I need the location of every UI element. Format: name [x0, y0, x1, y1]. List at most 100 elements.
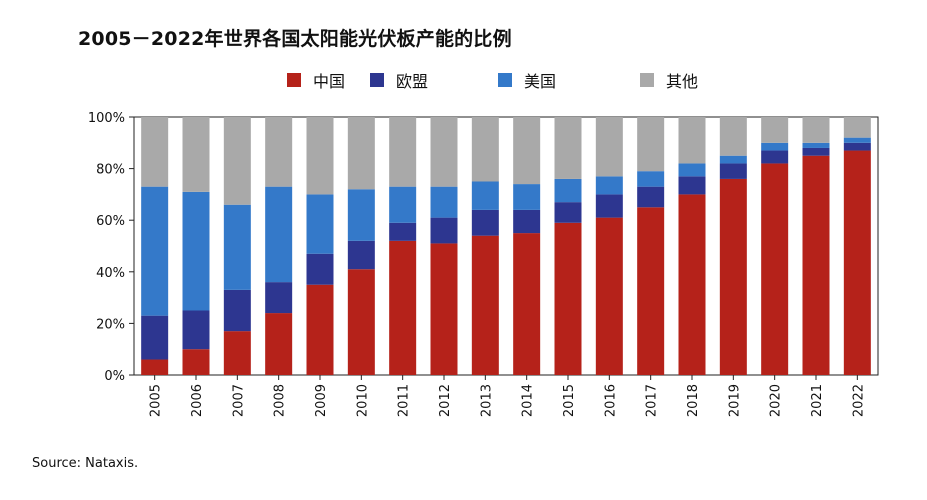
bar-segment-2014-2 [513, 184, 541, 210]
bar-segment-2022-3 [843, 117, 871, 138]
bar-segment-2021-3 [802, 117, 830, 143]
y-tick-label: 0% [104, 369, 125, 384]
bar-segment-2013-0 [471, 235, 499, 375]
y-tick-label: 20% [96, 317, 125, 332]
bar-segment-2009-2 [306, 194, 334, 254]
bar-segment-2012-0 [430, 243, 458, 375]
bar-segment-2015-1 [554, 202, 582, 223]
bar-segment-2009-1 [306, 253, 334, 285]
x-tick-label: 2007 [231, 384, 246, 417]
source-note: Source: Nataxis. [32, 456, 139, 471]
legend-label: 美国 [524, 72, 557, 91]
legend-swatch [640, 73, 654, 87]
bar-segment-2006-2 [182, 191, 210, 311]
bar-segment-2019-1 [719, 163, 747, 179]
bar-segment-2010-0 [347, 269, 375, 375]
x-tick-label: 2021 [810, 384, 825, 417]
bar-segment-2021-0 [802, 155, 830, 375]
legend-label: 中国 [313, 72, 346, 91]
bar-segment-2013-1 [471, 209, 499, 236]
bar-segment-2011-2 [389, 186, 417, 223]
legend: 中国 欧盟 美国 其他 [0, 68, 927, 94]
legend-item-2: 美国 [498, 68, 556, 92]
bar-segment-2021-1 [802, 147, 830, 156]
legend-swatch [370, 73, 384, 87]
bar-segment-2012-3 [430, 117, 458, 187]
bar-segment-2007-2 [223, 204, 251, 290]
bar-segment-2014-3 [513, 117, 541, 185]
x-tick-label: 2017 [645, 384, 660, 417]
bar-segment-2012-2 [430, 186, 458, 218]
bar-segment-2005-2 [141, 186, 169, 316]
bar-segment-2011-1 [389, 222, 417, 241]
bar-segment-2005-0 [141, 359, 169, 375]
x-tick-label: 2015 [562, 384, 577, 417]
x-tick-label: 2006 [190, 384, 205, 417]
bar-segment-2022-0 [843, 150, 871, 375]
bar-segment-2011-3 [389, 117, 417, 187]
bar-segment-2017-0 [637, 207, 665, 375]
bar-segment-2019-0 [719, 178, 747, 375]
bar-segment-2014-0 [513, 233, 541, 375]
bar-segment-2007-1 [223, 289, 251, 332]
legend-item-1: 欧盟 [370, 68, 428, 92]
bar-segment-2007-3 [223, 117, 251, 205]
bar-segment-2010-1 [347, 240, 375, 270]
bar-segment-2020-2 [761, 142, 789, 151]
bar-segment-2005-3 [141, 117, 169, 187]
bar-segment-2008-2 [265, 186, 293, 283]
bar-segment-2013-2 [471, 181, 499, 210]
bar-segment-2010-3 [347, 117, 375, 190]
legend-item-3: 其他 [640, 68, 698, 92]
bar-segment-2006-0 [182, 349, 210, 375]
bar-segment-2006-3 [182, 117, 210, 192]
bar-segment-2007-0 [223, 331, 251, 375]
bar-segment-2020-0 [761, 163, 789, 375]
bar-segment-2015-0 [554, 222, 582, 375]
y-tick-label: 40% [96, 266, 125, 281]
y-tick-label: 100% [88, 111, 125, 126]
bar-segment-2021-2 [802, 142, 830, 148]
bar-segment-2016-2 [595, 176, 623, 195]
bar-segment-2008-1 [265, 282, 293, 314]
x-tick-label: 2018 [686, 384, 701, 417]
bar-segment-2019-2 [719, 155, 747, 164]
bar-segment-2008-3 [265, 117, 293, 187]
bar-segment-2015-3 [554, 117, 582, 179]
x-tick-label: 2005 [149, 384, 164, 417]
x-tick-label: 2022 [851, 384, 866, 417]
bar-segment-2016-0 [595, 217, 623, 375]
x-tick-label: 2012 [438, 384, 453, 417]
bar-segment-2012-1 [430, 217, 458, 244]
legend-label: 其他 [666, 72, 699, 91]
bar-segment-2022-1 [843, 142, 871, 151]
plot-frame [133, 116, 879, 376]
x-tick-label: 2019 [727, 384, 742, 417]
bar-segment-2013-3 [471, 117, 499, 182]
bar-segment-2017-2 [637, 171, 665, 187]
chart-title: 2005－2022年世界各国太阳能光伏板产能的比例 [78, 28, 512, 50]
x-tick-label: 2020 [769, 384, 784, 417]
bar-segment-2005-1 [141, 315, 169, 360]
bar-segment-2018-0 [678, 194, 706, 375]
bar-segment-2017-3 [637, 117, 665, 172]
bar-segment-2014-1 [513, 209, 541, 234]
x-tick-label: 2016 [603, 384, 618, 417]
bar-segment-2010-2 [347, 189, 375, 241]
bar-segment-2006-1 [182, 310, 210, 350]
bar-segment-2015-2 [554, 178, 582, 203]
x-tick-label: 2011 [397, 384, 412, 417]
y-tick-label: 80% [96, 163, 125, 178]
bar-segment-2009-0 [306, 284, 334, 375]
bar-segment-2019-3 [719, 117, 747, 156]
bar-segment-2017-1 [637, 186, 665, 208]
bar-segment-2016-3 [595, 117, 623, 177]
y-tick-label: 60% [96, 214, 125, 229]
bar-segment-2011-0 [389, 240, 417, 375]
legend-item-0: 中国 [287, 68, 345, 92]
x-tick-label: 2013 [479, 384, 494, 417]
bar-segment-2020-3 [761, 117, 789, 143]
x-tick-label: 2014 [521, 384, 536, 417]
bar-segment-2018-3 [678, 117, 706, 164]
legend-swatch [498, 73, 512, 87]
